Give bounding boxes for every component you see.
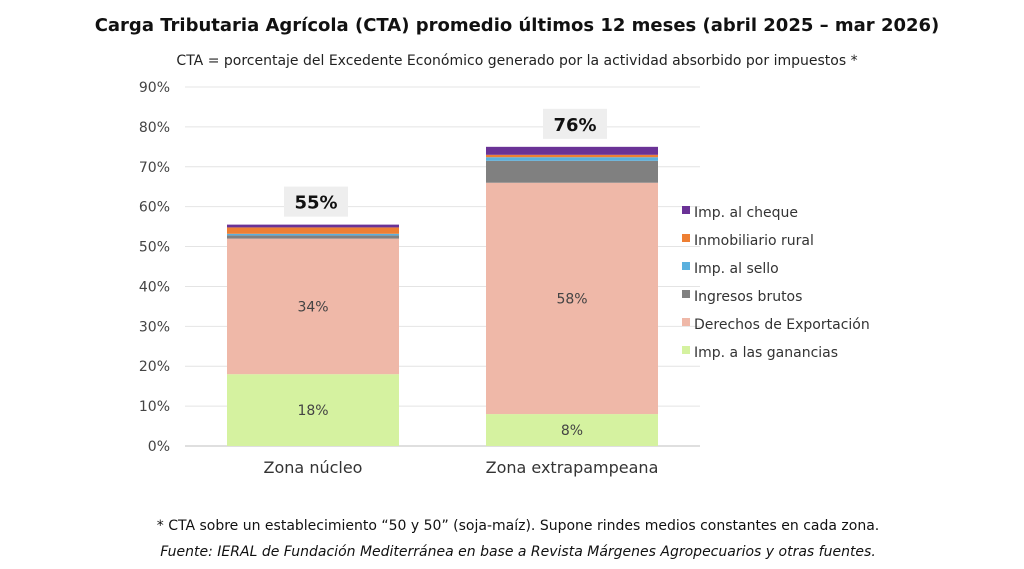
bar-segment: [486, 157, 658, 161]
segment-label: 18%: [297, 403, 328, 419]
bar-segment: [227, 238, 399, 375]
y-tick-label: 70%: [139, 160, 170, 176]
legend-item: Inmobiliario rural: [682, 233, 814, 249]
y-tick-label: 60%: [139, 200, 170, 216]
legend-swatch: [682, 234, 690, 242]
legend-swatch: [682, 318, 690, 326]
total-label-box: [284, 186, 348, 217]
y-tick-label: 20%: [139, 359, 170, 375]
legend-swatch: [682, 290, 690, 298]
y-tick-label: 90%: [139, 80, 170, 96]
legend-label: Inmobiliario rural: [694, 233, 814, 249]
legend-swatch: [682, 206, 690, 214]
y-tick-label: 0%: [148, 439, 170, 455]
bar-segment: [486, 154, 658, 158]
total-label-box: [543, 108, 607, 139]
y-tick-label: 50%: [139, 240, 170, 256]
legend-item: Ingresos brutos: [682, 289, 802, 305]
bar-segment: [486, 182, 658, 415]
source-note: Fuente: IERAL de Fundación Mediterránea …: [160, 544, 876, 560]
bar-group: 18% 34% Zona núcleo 55%: [227, 186, 399, 477]
legend-item: Imp. al sello: [682, 261, 779, 277]
segment-label: 34%: [297, 299, 328, 315]
bar-segment: [227, 235, 399, 239]
legend: Imp. al cheque Inmobiliario rural Imp. al …: [682, 205, 870, 361]
total-label: 55%: [294, 193, 337, 214]
y-tick-label: 30%: [139, 319, 170, 335]
legend-label: Imp. a las ganancias: [694, 345, 838, 361]
total-label: 76%: [553, 115, 596, 136]
x-tick-label: Zona extrapampeana: [486, 458, 659, 477]
bar-segment: [227, 224, 399, 228]
y-tick-label: 40%: [139, 279, 170, 295]
legend-item: Imp. al cheque: [682, 205, 798, 221]
legend-swatch: [682, 262, 690, 270]
legend-label: Derechos de Exportación: [694, 317, 870, 333]
bar-segment: [486, 414, 658, 446]
bar-group: 8% 58% Zona extrapampeana 76%: [486, 108, 659, 477]
segment-label: 8%: [561, 423, 583, 439]
chart-subtitle: CTA = porcentaje del Excedente Económico…: [176, 53, 857, 69]
legend-label: Imp. al sello: [694, 261, 779, 277]
legend-label: Imp. al cheque: [694, 205, 798, 221]
segment-label: 58%: [556, 291, 587, 307]
y-tick-label: 10%: [139, 399, 170, 415]
legend-swatch: [682, 346, 690, 354]
legend-item: Derechos de Exportación: [682, 317, 870, 333]
y-tick-label: 80%: [139, 120, 170, 136]
bar-segment: [486, 160, 658, 183]
legend-label: Ingresos brutos: [694, 289, 802, 305]
chart-title: Carga Tributaria Agrícola (CTA) promedio…: [95, 15, 940, 36]
bar-segment: [227, 233, 399, 236]
bar-segment: [227, 227, 399, 234]
y-axis: 0% 10% 20% 30% 40% 50% 60% 70% 80% 90%: [139, 80, 170, 455]
footnote: * CTA sobre un establecimiento “50 y 50”…: [157, 518, 879, 534]
x-tick-label: Zona núcleo: [264, 458, 363, 477]
bars: 18% 34% Zona núcleo 55% 8% 58% Zona extrapampe…: [227, 108, 659, 477]
bar-segment: [486, 146, 658, 155]
legend-item: Imp. a las ganancias: [682, 345, 838, 361]
bar-segment: [227, 374, 399, 446]
